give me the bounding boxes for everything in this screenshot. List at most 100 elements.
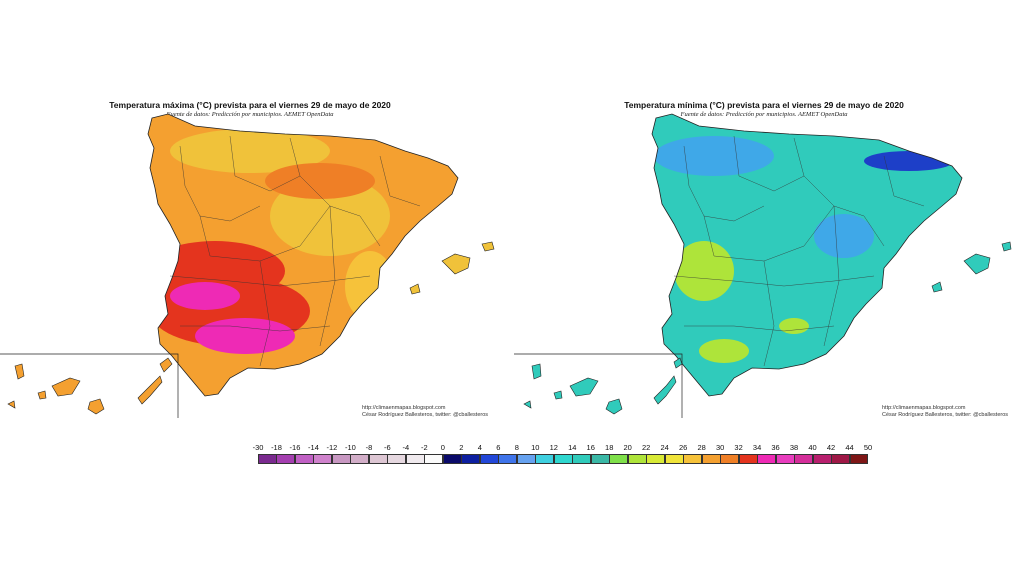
min-cool-zone-east xyxy=(814,214,874,258)
legend-label: -14 xyxy=(308,443,319,452)
legend-label: 38 xyxy=(789,443,799,452)
legend-label: 0 xyxy=(440,443,445,452)
min-cool-zone-north xyxy=(654,136,774,176)
legend-swatch xyxy=(609,454,629,464)
map-source: Fuente de datos: Predicción por municipi… xyxy=(680,111,848,118)
legend-label: -10 xyxy=(345,443,356,452)
legend-swatch xyxy=(350,454,370,464)
legend-swatch xyxy=(516,454,536,464)
min-warm-zone-andalucia xyxy=(779,318,809,334)
legend-swatch xyxy=(276,454,296,464)
peninsula-outline xyxy=(147,113,459,397)
canary-islands xyxy=(7,357,173,415)
balearic-ibiza xyxy=(931,281,943,293)
balearic-mallorca xyxy=(441,253,471,275)
max-very-hot-zone xyxy=(170,282,240,310)
legend-swatch xyxy=(646,454,666,464)
legend-label: 16 xyxy=(586,443,595,452)
legend-swatch xyxy=(387,454,407,464)
legend-label: 10 xyxy=(531,443,540,452)
legend-label: 12 xyxy=(549,443,558,452)
legend-swatch xyxy=(405,454,425,464)
balearic-menorca xyxy=(1001,241,1012,252)
legend-label: 18 xyxy=(605,443,614,452)
legend-swatch xyxy=(812,454,832,464)
legend-label: -6 xyxy=(384,443,391,452)
legend-swatch xyxy=(498,454,518,464)
balearic-ibiza xyxy=(409,283,421,295)
min-warm-zone-west xyxy=(674,241,734,301)
map-title: Temperatura mínima (°C) prevista para el… xyxy=(624,100,904,110)
legend-swatch xyxy=(849,454,869,464)
max-north-zone xyxy=(170,129,330,173)
temperature-legend: -30 -18 -16 -14 -12 -10 -8 -6 -4 -2 0 2 4 6 8 10 12 14 16 1… xyxy=(253,443,872,473)
legend-swatch xyxy=(720,454,740,464)
legend-label: 42 xyxy=(826,443,836,452)
legend-swatch xyxy=(424,454,444,464)
legend-label: 22 xyxy=(642,443,651,452)
legend-swatch xyxy=(535,454,555,464)
legend-label: 4 xyxy=(477,443,482,452)
min-temperature-map: Temperatura mínima (°C) prevista para el… xyxy=(514,96,1014,426)
legend-swatch xyxy=(738,454,758,464)
max-very-hot-zone-2 xyxy=(195,318,295,354)
legend-swatch xyxy=(553,454,573,464)
legend-label: 40 xyxy=(808,443,817,452)
legend-label: -12 xyxy=(326,443,338,452)
legend-swatch xyxy=(479,454,499,464)
balearic-menorca xyxy=(481,241,495,252)
legend-label: -18 xyxy=(271,443,282,452)
legend-swatch xyxy=(461,454,481,464)
spain-map-max xyxy=(0,113,495,418)
legend-swatch xyxy=(831,454,850,464)
legend-label: 8 xyxy=(514,443,519,452)
legend-label: 24 xyxy=(660,443,669,452)
legend-label: 30 xyxy=(715,443,725,452)
legend-swatch xyxy=(442,454,462,464)
legend-swatch xyxy=(664,454,684,464)
legend-label: 14 xyxy=(568,443,577,452)
balearic-mallorca xyxy=(963,253,991,275)
legend-label: -4 xyxy=(402,443,410,452)
legend-label: 20 xyxy=(623,443,632,452)
max-east-zone xyxy=(345,251,395,321)
province-borders xyxy=(169,135,421,367)
legend-label: 32 xyxy=(734,443,743,452)
legend-swatch xyxy=(757,454,777,464)
legend-label: -8 xyxy=(365,443,373,452)
spain-map-min xyxy=(514,113,1012,418)
legend-label: 36 xyxy=(771,443,780,452)
province-borders xyxy=(673,135,925,367)
legend-swatch xyxy=(683,454,703,464)
legend-swatch xyxy=(258,454,277,464)
min-warm-zone-south xyxy=(699,339,749,363)
legend-label: 44 xyxy=(845,443,854,452)
max-temperature-map: Temperatura máxima (°C) prevista para el… xyxy=(0,96,500,426)
canary-inset-frame xyxy=(514,353,683,418)
map-title: Temperatura máxima (°C) prevista para el… xyxy=(109,100,391,110)
legend-swatch xyxy=(331,454,351,464)
legend-label: -2 xyxy=(421,443,428,452)
credit-author: César Rodríguez Ballesteros, twitter: @c… xyxy=(362,412,489,418)
legend-label: 6 xyxy=(496,443,501,452)
legend-swatch xyxy=(313,454,333,464)
legend-label: 28 xyxy=(697,443,706,452)
map-source: Fuente de datos: Predicción por municipi… xyxy=(166,111,334,118)
max-ebro-zone xyxy=(265,163,375,199)
canary-islands xyxy=(523,357,683,415)
legend-swatch xyxy=(775,454,795,464)
credit-author: César Rodríguez Ballesteros, twitter: @c… xyxy=(882,412,1009,418)
legend-swatch xyxy=(590,454,610,464)
legend-swatch xyxy=(627,454,647,464)
credit-url[interactable]: http://climaenmapas.blogspot.com xyxy=(882,405,966,411)
legend-label: 26 xyxy=(678,443,688,452)
legend-label: 50 xyxy=(863,443,873,452)
legend-swatch xyxy=(794,454,814,464)
legend-swatch xyxy=(368,454,388,464)
legend-label: -16 xyxy=(289,443,301,452)
legend-swatch xyxy=(572,454,592,464)
legend-swatch xyxy=(701,454,721,464)
legend-label: 34 xyxy=(752,443,762,452)
credit-url[interactable]: http://climaenmapas.blogspot.com xyxy=(362,405,446,411)
peninsula-outline xyxy=(651,113,963,397)
